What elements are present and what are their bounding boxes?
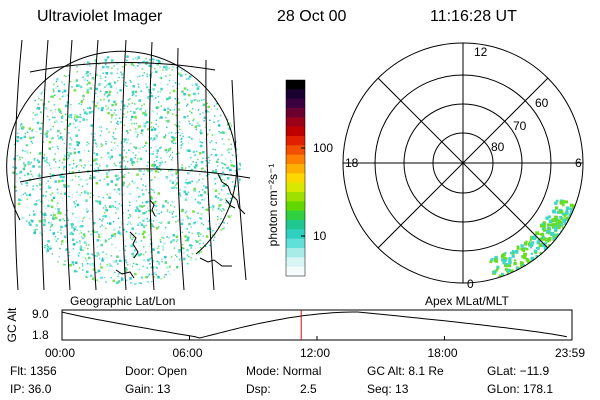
timeline-ylabel: GC Alt — [5, 307, 19, 343]
polar-plot — [342, 42, 584, 284]
orbit-timeline — [61, 309, 573, 341]
timeline-tick-label: 00:00 — [45, 346, 76, 360]
timeline-tick-label: 18:00 — [427, 346, 458, 360]
auroral-oval-dots — [489, 199, 581, 283]
colorbar-ticks — [301, 147, 305, 237]
altitude-curve — [61, 311, 567, 339]
geographic-panel-title: Geographic Lat/Lon — [70, 294, 176, 308]
timeline-tick-label: 12:00 — [300, 346, 331, 360]
ip-value: IP: 36.0 — [10, 382, 52, 396]
geographic-latitude: GLat: −11.9 — [487, 364, 550, 378]
sequence-number: Seq: 13 — [367, 382, 409, 396]
dsp-label: Dsp: — [246, 382, 271, 396]
gain-value: Gain: 13 — [125, 382, 171, 396]
timeline-ytick-top: 9.0 — [32, 307, 49, 321]
timeline-ytick-bottom: 1.8 — [32, 328, 49, 342]
date-label: 28 Oct 00 — [277, 8, 347, 25]
mlt-line-diag-2 — [377, 77, 549, 249]
instrument-title: Ultraviolet Imager — [37, 8, 163, 25]
timeline-tick-label: 23:59 — [555, 346, 586, 360]
mode-status: Mode: Normal — [246, 364, 322, 378]
geographic-image — [6, 40, 251, 290]
timeline-tick-label: 06:00 — [172, 346, 203, 360]
coastline — [115, 173, 246, 279]
timeline-ticks — [61, 336, 573, 340]
latitude-line-north — [29, 62, 216, 73]
time-label: 11:16:28 UT — [430, 8, 517, 25]
mlat-label-70: 70 — [513, 119, 527, 133]
mlt-label-18: 18 — [345, 156, 359, 170]
mlat-label-80: 80 — [491, 140, 505, 154]
mlat-label-60: 60 — [535, 96, 549, 110]
mlt-label-12: 12 — [474, 45, 488, 59]
colorbar-unit-label: photon cm⁻²s⁻¹ — [266, 163, 280, 247]
mlt-label-0: 0 — [467, 277, 474, 291]
door-status: Door: Open — [125, 364, 188, 378]
uv-emission-dots — [12, 55, 241, 285]
polar-panel-title: Apex MLat/MLT — [425, 294, 509, 308]
earth-limb — [6, 50, 238, 255]
color-scale-bar — [285, 79, 306, 277]
dsp-value: 2.5 — [300, 382, 317, 396]
mlt-label-6: 6 — [575, 156, 582, 170]
latitude-line — [19, 168, 251, 183]
flight-number: Flt: 1356 — [10, 364, 57, 378]
colorbar-tick-10: 10 — [313, 229, 327, 243]
colorbar-tick-100: 100 — [313, 141, 334, 155]
geographic-longitude: GLon: 178.1 — [487, 382, 554, 396]
gc-altitude: GC Alt: 8.1 Re — [367, 364, 444, 378]
